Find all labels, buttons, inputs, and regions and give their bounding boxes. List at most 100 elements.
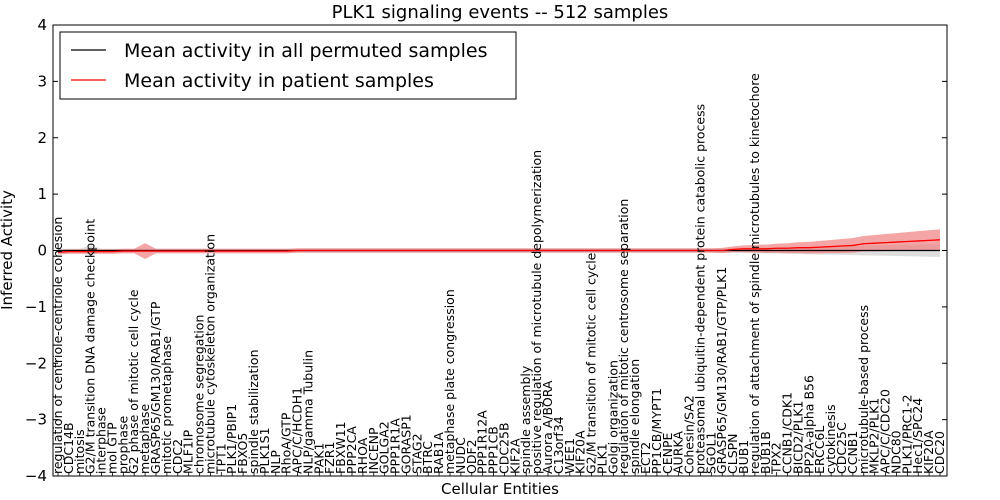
x-category-label: CDC20 bbox=[932, 431, 947, 474]
x-category-label: regulation of attachment of spindle micr… bbox=[747, 73, 762, 474]
x-category-label: KIF20A bbox=[921, 430, 936, 474]
x-category-label: GRASP65/GM130/RAB1/GTP bbox=[148, 301, 163, 474]
y-tick-label: 0 bbox=[37, 242, 47, 260]
x-category-label: PPP1R1A bbox=[388, 418, 403, 474]
x-category-label: FZR1 bbox=[322, 442, 337, 474]
x-category-label: Golgi organization bbox=[605, 360, 620, 474]
legend-label-patient: Mean activity in patient samples bbox=[124, 70, 434, 92]
x-category-label: CDC25B bbox=[496, 422, 511, 474]
y-tick-label: 2 bbox=[37, 129, 47, 147]
x-category-label: Cohesin/SA2 bbox=[682, 395, 697, 474]
legend-label-permuted: Mean activity in all permuted samples bbox=[124, 40, 487, 62]
x-category-label: PLK1 bbox=[594, 443, 609, 474]
x-category-label: TPT1 bbox=[213, 443, 228, 475]
x-category-label: G2/M transition of mitotic cell cycle bbox=[584, 252, 599, 474]
x-category-label: CDC2 bbox=[170, 439, 185, 474]
x-category-label: CENPE bbox=[660, 432, 675, 474]
x-category-label: AURKA bbox=[671, 431, 686, 474]
patient-mean-line bbox=[57, 239, 941, 253]
chart-title: PLK1 signaling events -- 512 samples bbox=[332, 2, 669, 23]
x-category-label: GOLGA2 bbox=[377, 421, 392, 474]
y-tick-label: −2 bbox=[25, 354, 47, 372]
x-category-label: BICD2/PLK1 bbox=[790, 401, 805, 474]
x-category-label: spindle elongation bbox=[627, 359, 642, 474]
legend-box bbox=[59, 31, 517, 100]
x-category-label: prophase bbox=[115, 416, 130, 474]
x-category-label: interphase bbox=[94, 407, 109, 474]
x-category-label: Hec1/SPC24 bbox=[910, 398, 925, 474]
x-category-label: G2 phase of mitotic cell cycle bbox=[126, 289, 141, 474]
activity-bands bbox=[58, 229, 940, 259]
x-category-label: GORASP1 bbox=[398, 414, 413, 474]
y-tick-label: 4 bbox=[37, 16, 47, 34]
x-category-label: Aurora A/BORA bbox=[540, 380, 555, 474]
x-category-label: FBXW11 bbox=[333, 421, 348, 474]
x-category-label: BUB1B bbox=[758, 431, 773, 474]
x-category-label: cytokinesis bbox=[823, 404, 838, 474]
x-category-label: WEE1 bbox=[562, 438, 577, 474]
x-category-label: mitosis bbox=[72, 429, 87, 474]
x-category-label: PAK1 bbox=[311, 443, 326, 474]
x-category-label: MKLP2/PLK1 bbox=[867, 398, 882, 474]
x-category-label: C13orf34 bbox=[551, 416, 566, 474]
x-category-label: PPP1CB bbox=[486, 426, 501, 474]
x-axis-labels: regulation of centriole-centriole cohesi… bbox=[50, 73, 947, 476]
x-category-label: NUDC bbox=[453, 437, 468, 474]
x-category-label: CLSPN bbox=[725, 433, 740, 474]
x-category-label: RHOA bbox=[355, 437, 370, 474]
x-category-label: INCENP bbox=[366, 427, 381, 474]
x-category-label: PPP2CA bbox=[344, 426, 359, 474]
x-category-label: FBXO5 bbox=[235, 433, 250, 474]
y-tick-label: −3 bbox=[25, 411, 47, 429]
x-category-label: STAG2 bbox=[409, 433, 424, 474]
x-category-label: MLF1IP bbox=[181, 429, 196, 474]
x-category-label: CCNB1 bbox=[845, 431, 860, 474]
x-category-label: PPP1R12A bbox=[475, 410, 490, 474]
y-tick-label: 3 bbox=[37, 72, 47, 90]
x-category-label: NLP bbox=[268, 450, 283, 474]
x-category-label: regulation of centriole-centriole cohesi… bbox=[50, 217, 65, 474]
x-category-label: CDC25C bbox=[834, 422, 849, 474]
x-category-label: metaphase plate congression bbox=[442, 289, 457, 474]
x-category-label: PLK1/PBIP1 bbox=[224, 404, 239, 474]
x-category-label: CCNB1/CDK1 bbox=[780, 392, 795, 474]
x-category-label: PP1CB/MYPT1 bbox=[649, 388, 664, 474]
x-category-label: PP2A-alpha B56 bbox=[801, 375, 816, 474]
x-category-label: regulation of mitotic centrosome separat… bbox=[616, 199, 631, 474]
x-category-label: ECT2 bbox=[638, 442, 653, 474]
x-category-label: positive regulation of microtubule depol… bbox=[529, 150, 544, 474]
x-category-label: APC/C/HCDH1 bbox=[290, 387, 305, 474]
x-category-label: PLK1/PRC1-2 bbox=[899, 394, 914, 474]
x-category-label: RAB1A bbox=[431, 432, 446, 474]
y-tick-label: −1 bbox=[25, 298, 47, 316]
x-category-label: ODF2 bbox=[464, 439, 479, 474]
x-category-label: KIF2A bbox=[507, 438, 522, 474]
x-category-label: SGOL1 bbox=[703, 432, 718, 474]
x-category-label: BUB1 bbox=[736, 440, 751, 474]
x-category-label: mitotic prometaphase bbox=[159, 336, 174, 474]
x-category-label: BTRC bbox=[420, 441, 435, 474]
series-lines bbox=[57, 239, 941, 253]
x-category-label: APC/C/CDC20 bbox=[878, 389, 893, 474]
x-category-label: G2/M transition DNA damage checkpoint bbox=[83, 219, 98, 474]
x-category-label: ERCC6L bbox=[812, 426, 827, 474]
x-category-label: proteasomal ubiquitin-dependent protein … bbox=[692, 104, 707, 474]
x-category-label: CDC14B bbox=[61, 422, 76, 474]
x-category-label: TPX2 bbox=[769, 442, 784, 475]
y-axis: −4 −3 −2 −1 0 1 2 3 4 bbox=[25, 16, 947, 485]
patient-band bbox=[58, 229, 940, 259]
y-axis-label: Inferred Activity bbox=[0, 190, 16, 310]
legend: Mean activity in all permuted samples Me… bbox=[59, 31, 517, 100]
y-tick-label: −4 bbox=[25, 467, 47, 485]
x-category-label: NDC80 bbox=[888, 430, 903, 474]
x-category-label: spindle stabilization bbox=[246, 349, 261, 474]
x-category-label: microtubule cytoskeleton organization bbox=[202, 234, 217, 474]
x-category-label: PLK1S1 bbox=[257, 427, 272, 474]
x-category-label: RhoA/GTP bbox=[279, 412, 294, 474]
x-category-label: chromosome segregation bbox=[192, 315, 207, 474]
x-category-label: microtubule-based process bbox=[856, 305, 871, 474]
x-category-label: spindle assembly bbox=[518, 365, 533, 474]
x-category-label: KIF20A bbox=[573, 430, 588, 474]
x-category-label: NLP/gamma Tubulin bbox=[300, 350, 315, 474]
